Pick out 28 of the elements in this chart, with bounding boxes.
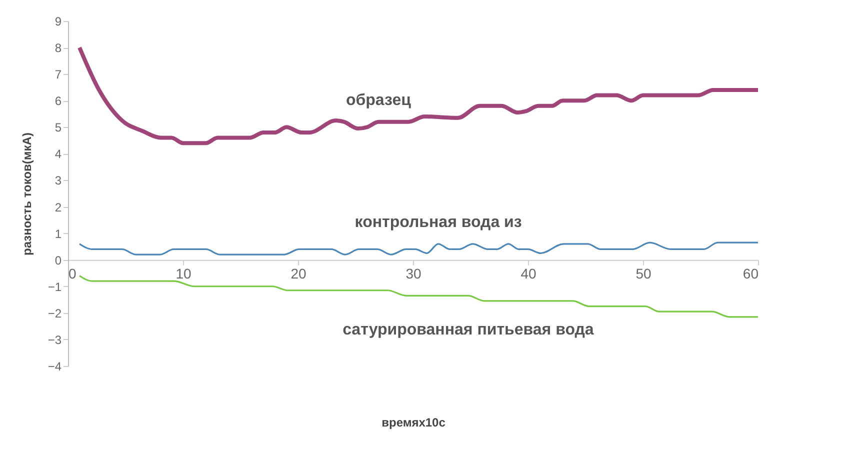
y-tick-label: 2 — [54, 200, 62, 214]
x-axis-title: времяx10с — [382, 416, 446, 430]
y-tick-label: −2 — [48, 306, 62, 320]
y-tick-label: 6 — [54, 94, 62, 108]
x-tick-label: 0 — [68, 265, 76, 282]
x-tick-label: 50 — [636, 265, 652, 282]
series-label: контрольная вода из — [354, 214, 522, 231]
line-series — [78, 46, 760, 146]
x-tick-label: 10 — [176, 265, 192, 282]
y-tick-label: 8 — [54, 41, 62, 56]
y-tick-label: 9 — [54, 14, 62, 28]
x-tick-label: 30 — [406, 265, 422, 282]
x-tick-label: 60 — [742, 265, 759, 282]
y-tick-label: 7 — [54, 68, 62, 82]
y-tick-label: 5 — [54, 120, 62, 135]
series-label: сатурированная питьевая вода — [342, 322, 594, 339]
y-tick-label: 1 — [54, 226, 62, 241]
y-tick-label: 4 — [54, 147, 62, 162]
x-tick-label: 20 — [290, 265, 306, 282]
y-tick-label: 0 — [54, 253, 62, 268]
line-series — [78, 242, 759, 256]
y-tick-label: 3 — [54, 174, 62, 188]
y-tick-label: −3 — [48, 332, 62, 347]
y-tick-label: −1 — [48, 280, 62, 294]
y-axis-title: разность токов(мкА) — [20, 132, 34, 256]
series-label: образец — [346, 92, 412, 109]
y-tick-label: −4 — [48, 360, 62, 374]
x-tick-label: 40 — [520, 265, 536, 282]
